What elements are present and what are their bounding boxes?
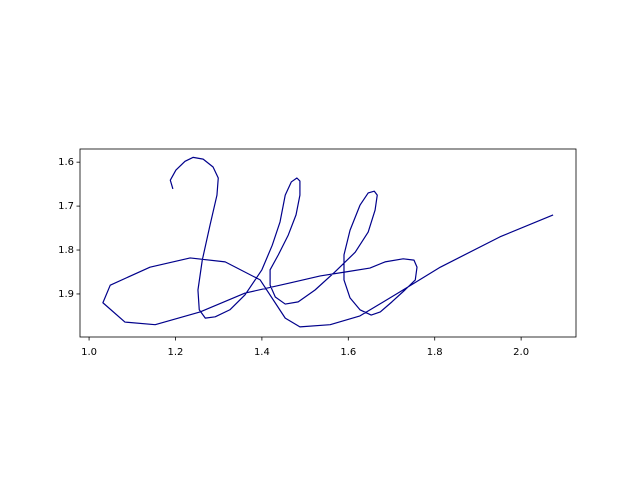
data-line: [102, 156, 554, 328]
x-tick-label: 1.2: [168, 347, 184, 358]
y-tick-label: 1.9: [58, 289, 74, 300]
x-tick-label: 2.0: [513, 347, 529, 358]
x-tick-label: 1.6: [340, 347, 356, 358]
plot-frame: [79, 148, 577, 338]
y-tick-label: 1.6: [58, 157, 74, 168]
x-tick-label: 1.4: [254, 347, 270, 358]
x-tick-label: 1.8: [427, 347, 443, 358]
y-tick-label: 1.8: [58, 245, 74, 256]
x-tick-label: 1.0: [81, 347, 97, 358]
y-tick-label: 1.7: [58, 201, 74, 212]
